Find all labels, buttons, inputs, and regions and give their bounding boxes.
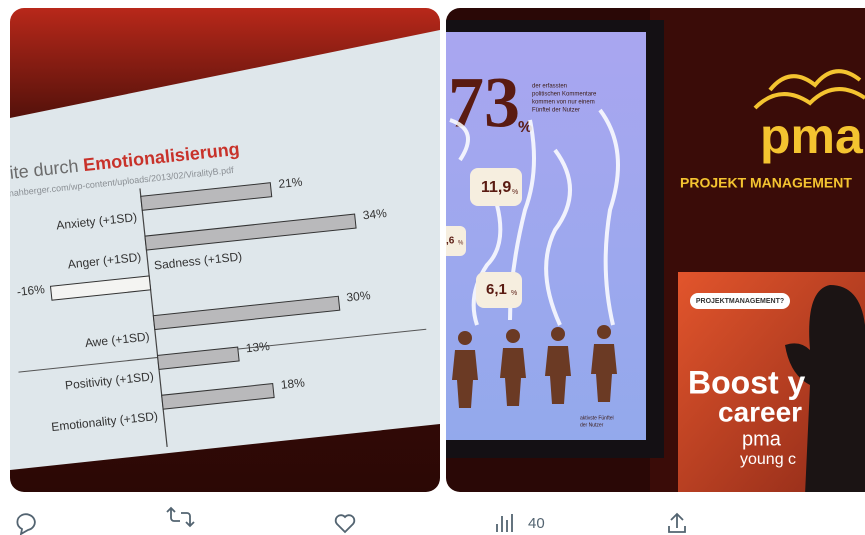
value-label: -16% bbox=[16, 282, 46, 299]
share-icon[interactable] bbox=[669, 514, 685, 532]
footnote-line: der Nutzer bbox=[580, 422, 604, 428]
value-label: 30% bbox=[346, 288, 372, 304]
value-label: 21% bbox=[278, 175, 304, 191]
reply-icon[interactable] bbox=[17, 514, 34, 534]
bubble-value: 11,9 bbox=[481, 179, 511, 196]
poster-brand: pma bbox=[742, 428, 782, 450]
views-icon[interactable] bbox=[497, 514, 512, 532]
value-label: 18% bbox=[280, 375, 306, 391]
caption-line: politischen Kommentare bbox=[532, 92, 597, 98]
views-count: 40 bbox=[528, 515, 545, 532]
right-photo[interactable]: 73 % der erfassten politischen Kommentare… bbox=[440, 8, 865, 495]
poster-tag: PROJEKTMANAGEMENT? bbox=[696, 298, 784, 305]
poster-line2: career bbox=[718, 396, 802, 427]
big-number: 73 bbox=[448, 63, 520, 143]
retweet-icon[interactable] bbox=[167, 508, 194, 526]
caption-line: kommen von nur einem bbox=[532, 100, 595, 106]
bubble-value: 6,1 bbox=[486, 281, 507, 298]
footnote-line: aktivste Fünftel bbox=[580, 415, 614, 421]
poster-sub: young c bbox=[740, 451, 796, 468]
poster-line1: Boost y bbox=[688, 364, 806, 400]
logo-sub: PROJEKT MANAGEMENT bbox=[680, 175, 852, 191]
bubble-unit: % bbox=[512, 189, 518, 196]
bubble-value: ,6 bbox=[446, 236, 455, 247]
caption-line: der erfassten bbox=[532, 84, 567, 90]
like-icon[interactable] bbox=[336, 515, 355, 532]
action-bar bbox=[17, 508, 685, 534]
value-label: 13% bbox=[245, 339, 271, 355]
value-label: 34% bbox=[362, 206, 388, 222]
bubble-unit: % bbox=[458, 241, 464, 247]
tweet-media: eite durch Emotionalisierung jonahberger… bbox=[0, 0, 865, 535]
left-photo[interactable]: eite durch Emotionalisierung jonahberger… bbox=[0, 8, 440, 492]
logo: pma bbox=[760, 108, 864, 164]
caption-line: Fünftel der Nutzer bbox=[532, 108, 580, 114]
page: eite durch Emotionalisierung jonahberger… bbox=[0, 0, 865, 535]
bubble-unit: % bbox=[511, 290, 517, 297]
